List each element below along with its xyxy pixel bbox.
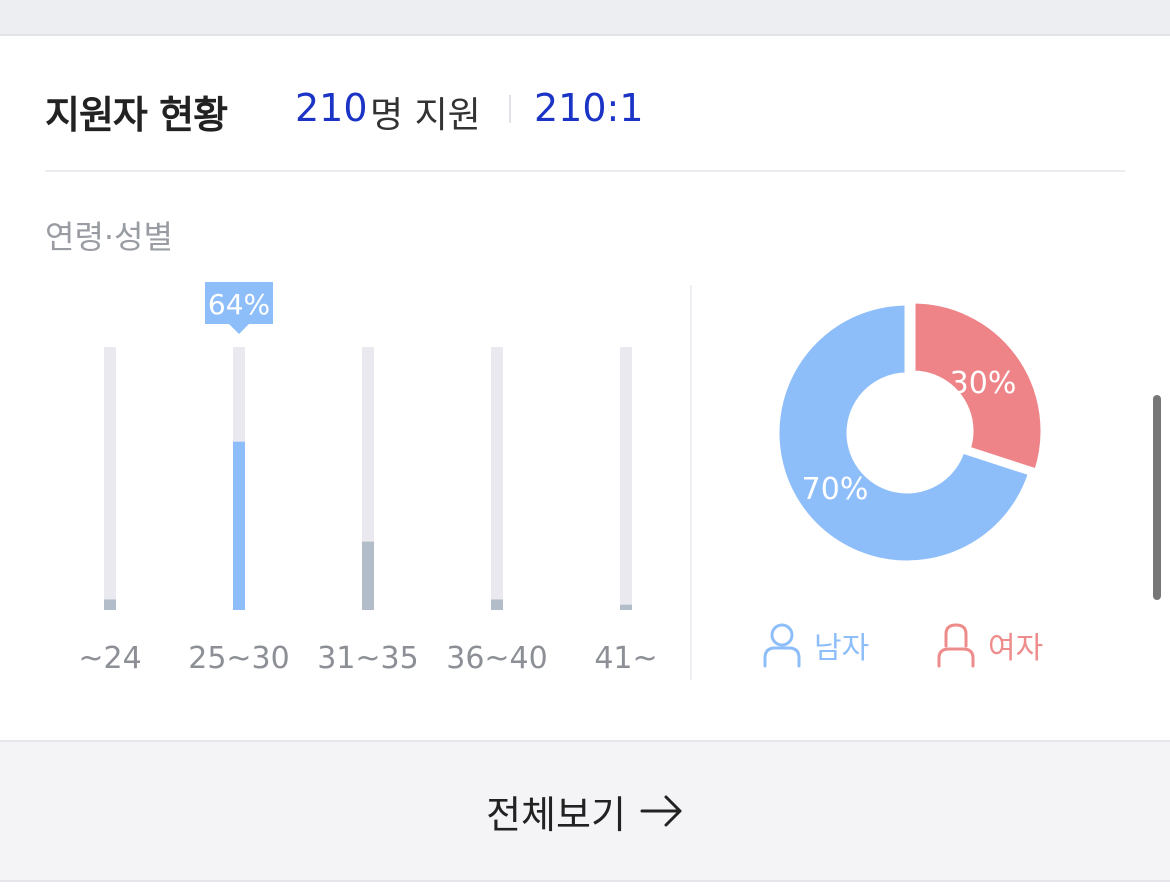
bar (491, 599, 503, 610)
x-tick-label: ~24 (78, 641, 141, 676)
bar-tooltip-pointer (229, 324, 249, 334)
legend-female-label: 여자 (988, 631, 1044, 666)
footer-bar: 전체보기 (0, 740, 1170, 882)
bar (233, 441, 245, 610)
view-all-button[interactable]: 전체보기 (0, 742, 1170, 880)
view-all-label: 전체보기 (486, 792, 626, 837)
female-person-icon (937, 623, 975, 668)
legend-female: 여자 (936, 622, 1043, 668)
competition-ratio: 210:1 (534, 86, 644, 130)
donut-slice (774, 300, 1034, 566)
scrollbar[interactable] (1153, 395, 1161, 600)
top-separator (0, 0, 1170, 36)
x-tick-label: 36~40 (446, 641, 547, 676)
x-tick-label: 25~30 (188, 641, 289, 676)
age-gender-label: 연령·성별 (45, 218, 173, 256)
x-tick-label: 41~ (594, 641, 657, 676)
bar (104, 599, 116, 610)
section-title: 지원자 현황 (45, 93, 228, 137)
gender-donut-chart: 30% 70% (774, 298, 1046, 566)
bar-tooltip (205, 282, 273, 324)
x-tick-label: 31~35 (317, 641, 418, 676)
bar-data-label: 64% (208, 288, 270, 321)
donut-slice (910, 298, 1046, 475)
male-person-icon (763, 623, 801, 668)
age-bar-chart: ~24 25~30 64% 31~35 36~40 41~ (78, 282, 658, 676)
legend-male-label: 남자 (814, 631, 870, 666)
legend-male: 남자 (762, 622, 869, 668)
header-rule (45, 170, 1125, 172)
bar-track (491, 347, 503, 610)
bar (362, 541, 374, 610)
donut-data-label: 30% (950, 366, 1017, 401)
header-divider (509, 95, 511, 123)
donut-data-label: 70% (802, 472, 869, 507)
arrow-right-icon (640, 795, 682, 827)
bar-track (104, 347, 116, 610)
applicant-count: 210 (295, 86, 368, 130)
bar (620, 604, 632, 610)
applicant-count-unit: 명 지원 (370, 95, 481, 136)
bar-track (620, 347, 632, 610)
chart-divider (690, 285, 692, 680)
